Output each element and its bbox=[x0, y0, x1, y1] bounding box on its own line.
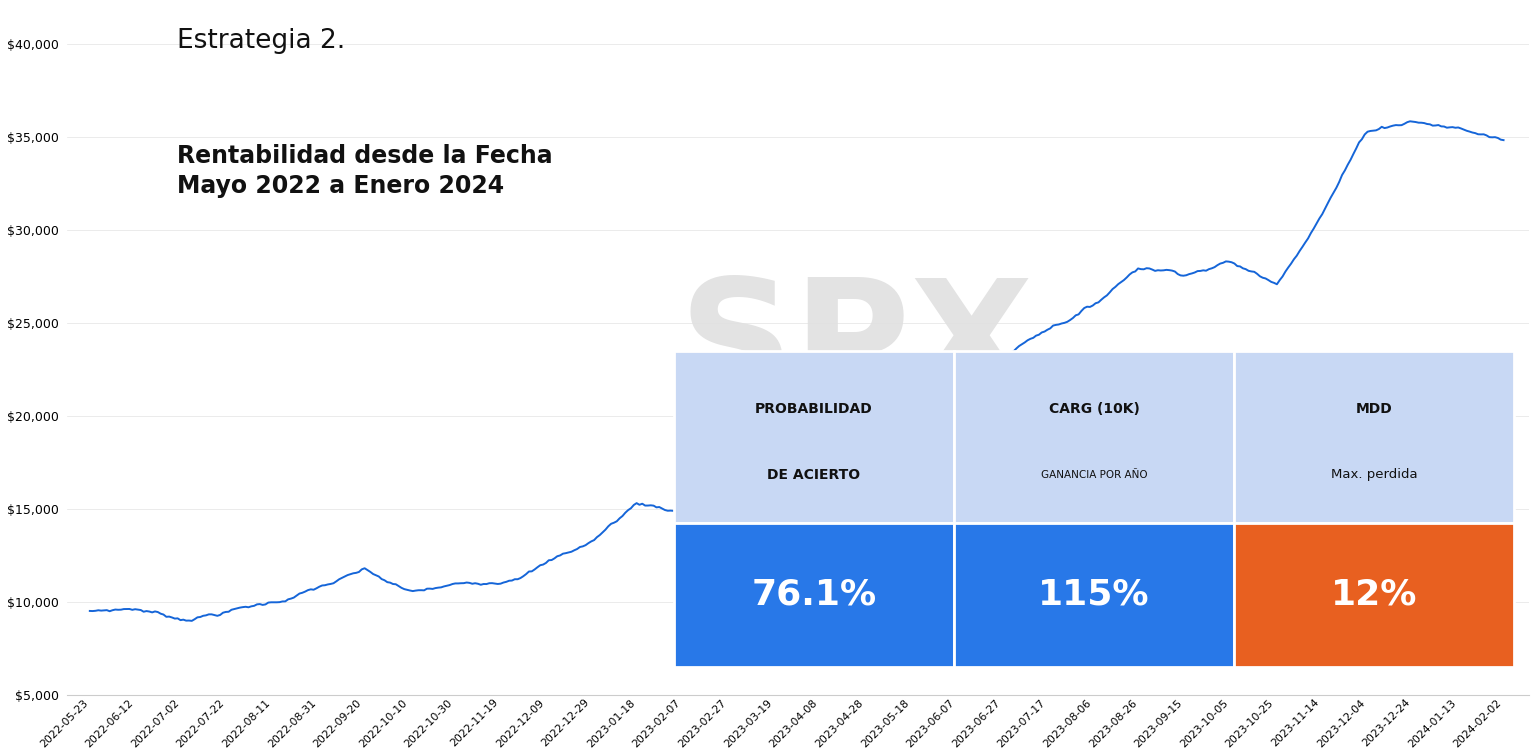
FancyBboxPatch shape bbox=[1235, 522, 1514, 667]
FancyBboxPatch shape bbox=[954, 351, 1235, 522]
FancyBboxPatch shape bbox=[674, 351, 954, 522]
Text: DE ACIERTO: DE ACIERTO bbox=[768, 467, 860, 482]
Text: 12%: 12% bbox=[1332, 578, 1418, 612]
Text: PROBABILIDAD: PROBABILIDAD bbox=[756, 402, 872, 417]
FancyBboxPatch shape bbox=[954, 522, 1235, 667]
Text: GANANCIA POR AÑO: GANANCIA POR AÑO bbox=[1041, 469, 1147, 479]
Text: MDD: MDD bbox=[1356, 402, 1393, 417]
Text: CARG (10K): CARG (10K) bbox=[1049, 402, 1140, 417]
Text: SPX: SPX bbox=[679, 273, 1034, 428]
Text: 115%: 115% bbox=[1038, 578, 1150, 612]
Text: Max. perdida: Max. perdida bbox=[1332, 468, 1418, 481]
Text: 76.1%: 76.1% bbox=[751, 578, 877, 612]
FancyBboxPatch shape bbox=[674, 522, 954, 667]
Text: Rentabilidad desde la Fecha
Mayo 2022 a Enero 2024: Rentabilidad desde la Fecha Mayo 2022 a … bbox=[177, 144, 553, 198]
Text: Estrategia 2.: Estrategia 2. bbox=[177, 27, 346, 54]
FancyBboxPatch shape bbox=[1235, 351, 1514, 522]
